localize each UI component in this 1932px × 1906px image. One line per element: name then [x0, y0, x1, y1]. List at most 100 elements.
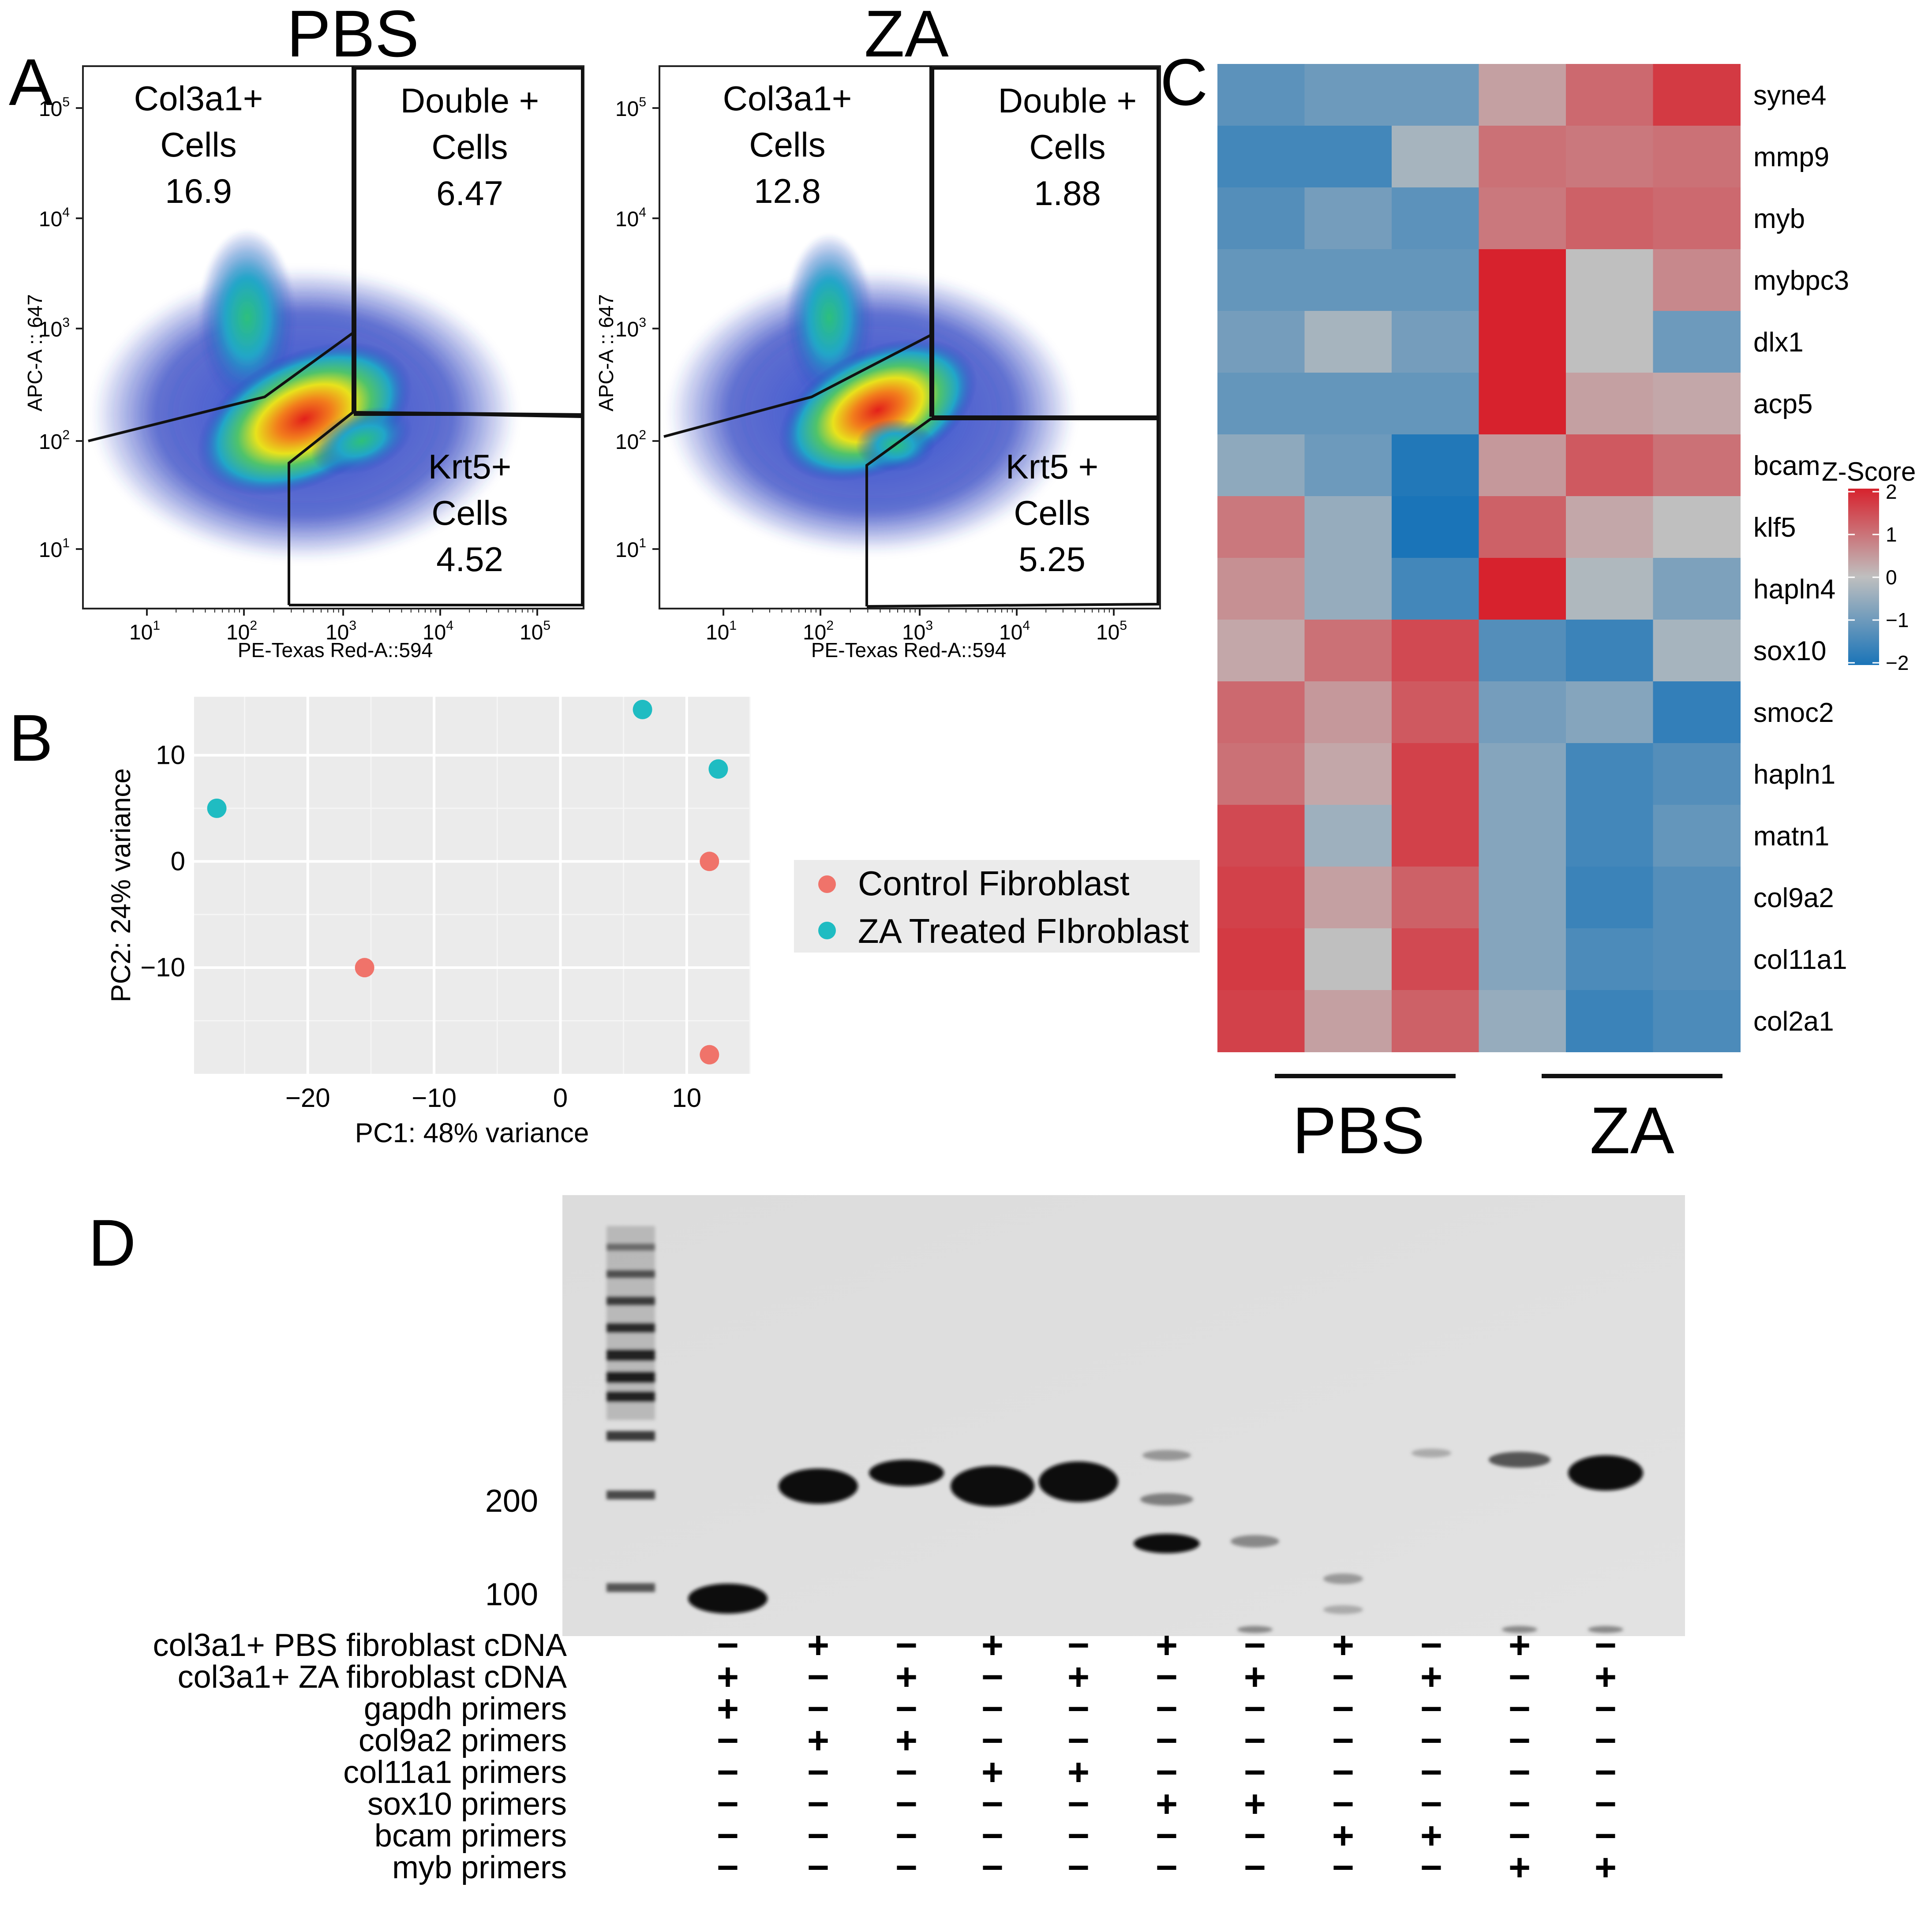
condition-sign: +	[1156, 1783, 1178, 1825]
gate-label: Cells	[1029, 127, 1105, 166]
condition-row-label: col9a2 primers	[359, 1723, 567, 1758]
heatmap-cell	[1653, 558, 1741, 620]
condition-sign: −	[1156, 1846, 1178, 1889]
pca-x-tick-label: −20	[285, 1083, 330, 1113]
heatmap-cell	[1653, 743, 1741, 805]
heatmap-cell	[1304, 249, 1392, 311]
band-lane-8	[1323, 1573, 1363, 1584]
gene-label: klf5	[1753, 512, 1796, 543]
condition-sign: −	[1420, 1624, 1442, 1667]
heatmap-cell	[1566, 620, 1654, 682]
gate-double-box	[932, 67, 1159, 418]
colorscale-tick-label: −2	[1886, 651, 1909, 674]
heatmap-cell	[1392, 743, 1479, 805]
panel-label-a: A	[9, 45, 53, 119]
heatmap-cell	[1217, 249, 1305, 311]
legend-dot-control	[818, 875, 836, 893]
band-lane-4	[951, 1466, 1034, 1506]
condition-sign: −	[1509, 1688, 1531, 1730]
heatmap-cell	[1217, 558, 1305, 620]
condition-sign: −	[981, 1688, 1003, 1730]
heatmap-cell	[1392, 558, 1479, 620]
condition-sign: −	[1067, 1815, 1090, 1857]
colorscale-tick-label: 2	[1886, 480, 1897, 503]
heatmap-group-labels: PBS ZA	[1275, 1074, 1722, 1167]
heatmap-cell	[1479, 990, 1566, 1052]
pca-y-axis-label: PC2: 24% variance	[106, 768, 136, 1002]
x-tick-label: 101	[706, 618, 737, 644]
heatmap-cell	[1653, 867, 1741, 929]
condition-sign: −	[807, 1846, 829, 1889]
y-tick-exponent: 2	[62, 428, 70, 442]
condition-sign: −	[807, 1751, 829, 1794]
condition-row-label: sox10 primers	[367, 1786, 567, 1822]
flow-plot-pbs: PBS Col3a1+ Cells 16.9 Double + Cells 6.…	[23, 0, 584, 661]
heatmap-cell	[1217, 373, 1305, 435]
heatmap-cell	[1479, 681, 1566, 744]
pca-point-control	[355, 958, 374, 978]
heatmap-cell	[1566, 805, 1654, 867]
y-tick-exponent: 5	[62, 95, 70, 109]
heatmap-cell	[1566, 496, 1654, 558]
flow-plot-title: PBS	[287, 0, 419, 71]
gel-background	[562, 1195, 1685, 1636]
condition-sign: −	[717, 1783, 739, 1825]
condition-sign: −	[1420, 1688, 1442, 1730]
heatmap-cell	[1653, 64, 1741, 126]
band-lane-6	[1134, 1534, 1200, 1553]
condition-sign: +	[1244, 1656, 1266, 1698]
condition-row-label: bcam primers	[374, 1818, 567, 1854]
x-tick-exponent: 5	[543, 618, 550, 633]
gate-label: Cells	[160, 125, 236, 164]
heatmap-cell	[1566, 681, 1654, 744]
pca-plot: −20 −10 0 10 10 0 −10 PC1: 48% variance PC2: 24%…	[106, 697, 751, 1148]
heatmap-cell	[1653, 373, 1741, 435]
heatmap-cell	[1304, 311, 1392, 373]
heatmap-cell	[1392, 434, 1479, 497]
gate-value: 4.52	[436, 540, 503, 579]
band-lane-1	[688, 1584, 768, 1614]
condition-sign: −	[717, 1815, 739, 1857]
heatmap-cell	[1566, 187, 1654, 250]
y-tick-label: 105	[615, 95, 646, 121]
heatmap-cell	[1392, 681, 1479, 744]
heatmap-cell	[1304, 558, 1392, 620]
condition-sign: +	[1595, 1656, 1617, 1698]
heatmap-cell	[1392, 126, 1479, 188]
heatmap-cell	[1653, 496, 1741, 558]
gene-label: sox10	[1753, 636, 1826, 666]
gate-value: 6.47	[436, 174, 503, 213]
pca-y-tick-label: 0	[171, 846, 185, 876]
y-tick-exponent: 1	[62, 536, 70, 550]
heatmap-cell	[1392, 928, 1479, 990]
y-tick-exponent: 4	[639, 205, 646, 220]
heatmap-cell	[1479, 805, 1566, 867]
condition-sign: −	[1595, 1751, 1617, 1794]
pca-point-za	[633, 699, 652, 719]
x-tick-label: 105	[1096, 618, 1127, 644]
condition-sign: −	[1509, 1783, 1531, 1825]
condition-sign: −	[1067, 1688, 1090, 1730]
condition-sign: −	[1420, 1751, 1442, 1794]
gene-label: hapln4	[1753, 574, 1835, 605]
gate-label: Cells	[431, 127, 508, 166]
condition-sign: −	[1595, 1815, 1617, 1857]
condition-sign: −	[1156, 1751, 1178, 1794]
heatmap-cell	[1653, 311, 1741, 373]
gene-label: mybpc3	[1753, 265, 1849, 296]
pca-x-tick-label: 10	[672, 1083, 701, 1113]
heatmap-cell	[1479, 64, 1566, 126]
gate-label: Col3a1+	[134, 79, 263, 118]
x-tick-label: 102	[226, 618, 257, 644]
gate-value: 12.8	[754, 172, 821, 210]
panel-label-d: D	[88, 1206, 136, 1280]
heatmap-cell	[1217, 311, 1305, 373]
heatmap-cell	[1566, 558, 1654, 620]
y-tick-exponent: 4	[62, 205, 70, 220]
heatmap-cell	[1392, 64, 1479, 126]
gene-label: col2a1	[1753, 1006, 1834, 1037]
heatmap-cell	[1479, 867, 1566, 929]
heatmap: syne4 mmp9 myb mybpc3 dlx1 acp5 bcam klf5 hapln4…	[1217, 64, 1849, 1052]
heatmap-cell	[1392, 496, 1479, 558]
heatmap-cell	[1566, 867, 1654, 929]
